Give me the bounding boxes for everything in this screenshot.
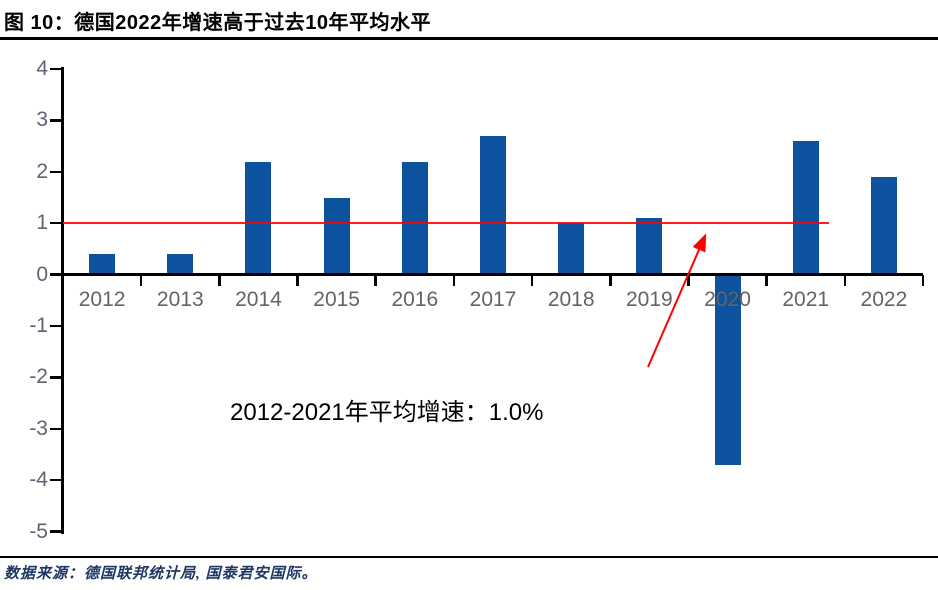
x-axis-line <box>61 273 923 277</box>
y-axis-line <box>61 67 64 534</box>
y-tick-label: -3 <box>29 416 48 440</box>
y-tick-label: -5 <box>29 519 48 543</box>
bar-2013 <box>167 254 194 275</box>
y-tick <box>50 530 63 533</box>
x-tick <box>530 274 534 286</box>
x-label-2012: 2012 <box>78 287 126 311</box>
figure-title: 图 10：德国2022年增速高于过去10年平均水平 <box>4 12 432 34</box>
x-tick <box>921 274 925 286</box>
x-tick <box>609 274 612 286</box>
y-tick <box>50 221 63 225</box>
x-tick <box>374 274 377 286</box>
x-label-2021: 2021 <box>782 287 830 311</box>
bar-2019 <box>636 218 663 275</box>
y-tick <box>50 67 63 71</box>
bar-2015 <box>323 197 350 275</box>
y-tick-label: -2 <box>29 365 48 389</box>
bar-2020 <box>714 274 741 465</box>
x-tick <box>218 274 221 286</box>
bar-2014 <box>245 161 272 275</box>
y-tick <box>50 119 63 122</box>
bar-2016 <box>401 161 428 275</box>
x-label-2015: 2015 <box>313 287 360 311</box>
y-tick <box>50 478 63 482</box>
x-tick <box>139 274 143 286</box>
y-tick-label: -4 <box>29 468 48 492</box>
x-label-2018: 2018 <box>547 287 595 311</box>
title-divider <box>0 37 938 40</box>
arrow-to-average-line-icon <box>647 233 707 368</box>
y-tick-label: 0 <box>36 262 48 286</box>
x-tick <box>687 274 690 286</box>
y-tick-label: 1 <box>36 211 48 235</box>
average-growth-annotation: 2012-2021年平均增速：1.0% <box>230 399 544 426</box>
average-reference-line <box>63 222 829 225</box>
bar-2021 <box>792 140 819 275</box>
footer-divider <box>0 556 938 558</box>
x-tick <box>452 274 456 286</box>
y-tick-label: 4 <box>36 57 48 80</box>
y-tick <box>50 273 63 276</box>
bar-2018 <box>558 223 585 275</box>
y-tick <box>50 427 63 431</box>
data-source-note: 数据来源：德国联邦统计局, 国泰君安国际。 <box>4 566 318 582</box>
x-tick <box>61 274 65 286</box>
bar-2022 <box>870 176 897 275</box>
bar-chart: 2012-2021年平均增速：1.0% -5 -4 -3 -2 -1 0 1 2 3 4 2012 2… <box>0 40 938 556</box>
y-tick <box>50 170 63 174</box>
x-label-2022: 2022 <box>860 287 908 311</box>
x-tick <box>843 274 847 286</box>
y-tick-label: 3 <box>36 108 48 132</box>
x-label-2019: 2019 <box>626 287 673 311</box>
y-tick-label: 2 <box>36 159 48 183</box>
bar-2012 <box>89 254 116 275</box>
x-tick <box>296 274 299 286</box>
x-label-2016: 2016 <box>391 287 439 311</box>
y-tick <box>50 376 63 379</box>
bar-2017 <box>480 135 506 275</box>
x-label-2013: 2013 <box>156 287 204 311</box>
x-label-2017: 2017 <box>469 287 517 311</box>
x-label-2014: 2014 <box>235 287 282 311</box>
x-tick <box>765 274 768 286</box>
x-label-2020: 2020 <box>704 287 751 311</box>
y-tick <box>50 324 63 328</box>
y-tick-label: -1 <box>29 314 48 337</box>
